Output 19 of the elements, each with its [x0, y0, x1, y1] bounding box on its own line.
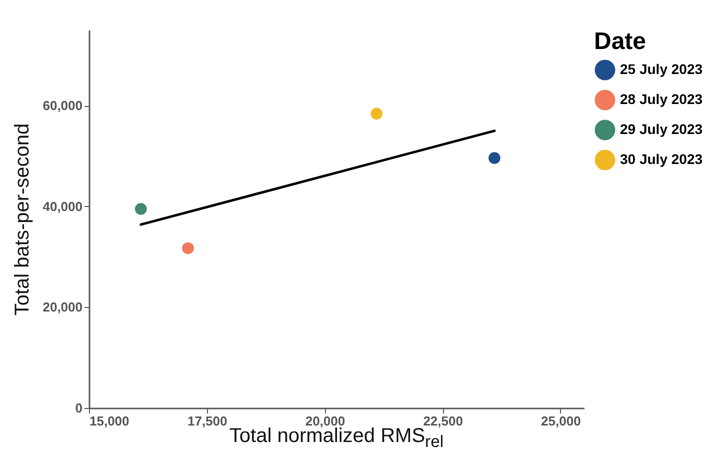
y-tick-label: 40,000 — [42, 198, 82, 214]
legend-label: 29 July 2023 — [620, 121, 703, 137]
x-tick-label: 25,000 — [541, 414, 581, 428]
point — [370, 108, 382, 120]
legend-label: 28 July 2023 — [620, 91, 703, 107]
legend-label: 25 July 2023 — [620, 61, 703, 77]
point — [134, 203, 147, 215]
x-tick-label: 15,000 — [90, 414, 130, 428]
y-tick-label: 20,000 — [42, 300, 82, 315]
point — [182, 242, 194, 254]
y-tick-label: 0 — [75, 400, 82, 416]
x-tick-label: 22,500 — [423, 414, 463, 428]
y-tick-label: 60,000 — [42, 98, 82, 114]
x-tick-label: 20,000 — [305, 414, 346, 428]
point — [488, 152, 500, 164]
legend-title: Date — [594, 28, 646, 55]
x-tick-label: 17,500 — [187, 414, 228, 428]
y-axis-title: Total bats-per-second — [12, 123, 34, 316]
legend-label: 30 July 2023 — [620, 151, 703, 167]
